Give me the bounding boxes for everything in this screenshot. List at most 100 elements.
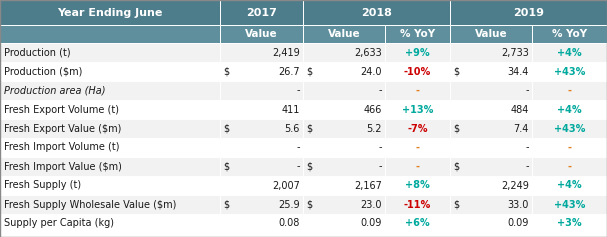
Text: 7.4: 7.4 xyxy=(514,123,529,133)
Text: 34.4: 34.4 xyxy=(507,67,529,77)
Bar xyxy=(303,43,385,62)
Text: -: - xyxy=(379,142,382,152)
Text: 5.6: 5.6 xyxy=(285,123,300,133)
Bar xyxy=(303,25,385,43)
Bar xyxy=(0,119,220,138)
Text: Value: Value xyxy=(245,29,278,39)
Text: 2,167: 2,167 xyxy=(354,181,382,191)
Bar xyxy=(385,43,450,62)
Text: -: - xyxy=(416,142,419,152)
Bar xyxy=(220,119,303,138)
Bar xyxy=(0,214,220,233)
Text: $: $ xyxy=(453,161,459,172)
Text: +9%: +9% xyxy=(405,47,430,58)
Text: 411: 411 xyxy=(282,105,300,114)
Text: -: - xyxy=(568,142,572,152)
Text: Fresh Export Volume (t): Fresh Export Volume (t) xyxy=(4,105,119,114)
Bar xyxy=(532,119,607,138)
Text: $: $ xyxy=(306,67,312,77)
Bar xyxy=(303,138,385,157)
Bar xyxy=(303,62,385,81)
Bar xyxy=(303,81,385,100)
Bar xyxy=(450,176,532,195)
Text: $: $ xyxy=(453,67,459,77)
Bar xyxy=(303,214,385,233)
Text: $: $ xyxy=(453,200,459,210)
Text: 2,419: 2,419 xyxy=(273,47,300,58)
Bar xyxy=(385,100,450,119)
Bar xyxy=(220,0,303,25)
Text: Year Ending June: Year Ending June xyxy=(57,8,163,18)
Text: -: - xyxy=(526,161,529,172)
Bar xyxy=(303,119,385,138)
Bar xyxy=(0,0,220,25)
Text: -10%: -10% xyxy=(404,67,431,77)
Text: -: - xyxy=(526,86,529,96)
Text: 2,007: 2,007 xyxy=(272,181,300,191)
Bar xyxy=(220,138,303,157)
Text: -: - xyxy=(416,161,419,172)
Text: -: - xyxy=(296,161,300,172)
Text: 0.09: 0.09 xyxy=(507,219,529,228)
Bar xyxy=(220,214,303,233)
Text: 0.08: 0.08 xyxy=(279,219,300,228)
Text: $: $ xyxy=(453,123,459,133)
Bar xyxy=(0,195,220,214)
Bar xyxy=(450,157,532,176)
Bar xyxy=(450,100,532,119)
Bar xyxy=(220,25,303,43)
Text: 484: 484 xyxy=(510,105,529,114)
Text: -11%: -11% xyxy=(404,200,431,210)
Text: $: $ xyxy=(223,67,229,77)
Bar xyxy=(532,176,607,195)
Text: Value: Value xyxy=(328,29,361,39)
Text: Fresh Supply (t): Fresh Supply (t) xyxy=(4,181,81,191)
Bar xyxy=(450,138,532,157)
Text: Production area (Ha): Production area (Ha) xyxy=(4,86,106,96)
Text: -: - xyxy=(568,86,572,96)
Text: -7%: -7% xyxy=(407,123,428,133)
Text: Supply per Capita (kg): Supply per Capita (kg) xyxy=(4,219,114,228)
Bar xyxy=(450,119,532,138)
Bar xyxy=(0,81,220,100)
Bar xyxy=(532,157,607,176)
Bar xyxy=(450,43,532,62)
Text: 33.0: 33.0 xyxy=(507,200,529,210)
Text: $: $ xyxy=(223,123,229,133)
Text: 2,249: 2,249 xyxy=(501,181,529,191)
Bar xyxy=(0,62,220,81)
Text: $: $ xyxy=(306,123,312,133)
Text: 26.7: 26.7 xyxy=(279,67,300,77)
Bar xyxy=(532,100,607,119)
Text: Production ($m): Production ($m) xyxy=(4,67,83,77)
Bar xyxy=(220,81,303,100)
Bar xyxy=(303,157,385,176)
Bar xyxy=(0,176,220,195)
Text: -: - xyxy=(416,86,419,96)
Text: +4%: +4% xyxy=(557,181,582,191)
Bar xyxy=(450,25,532,43)
Text: Production (t): Production (t) xyxy=(4,47,70,58)
Bar xyxy=(532,25,607,43)
Bar xyxy=(385,119,450,138)
Text: 23.0: 23.0 xyxy=(361,200,382,210)
Text: -: - xyxy=(568,161,572,172)
Bar xyxy=(0,25,220,43)
Bar xyxy=(220,176,303,195)
Text: +13%: +13% xyxy=(402,105,433,114)
Bar xyxy=(0,100,220,119)
Text: $: $ xyxy=(306,161,312,172)
Bar xyxy=(532,62,607,81)
Text: 2017: 2017 xyxy=(246,8,277,18)
Text: 5.2: 5.2 xyxy=(367,123,382,133)
Bar xyxy=(532,81,607,100)
Bar xyxy=(450,0,607,25)
Bar xyxy=(385,214,450,233)
Bar xyxy=(385,62,450,81)
Bar xyxy=(220,43,303,62)
Text: Fresh Import Value ($m): Fresh Import Value ($m) xyxy=(4,161,122,172)
Bar xyxy=(450,214,532,233)
Text: 0.09: 0.09 xyxy=(361,219,382,228)
Text: % YoY: % YoY xyxy=(400,29,435,39)
Bar xyxy=(385,25,450,43)
